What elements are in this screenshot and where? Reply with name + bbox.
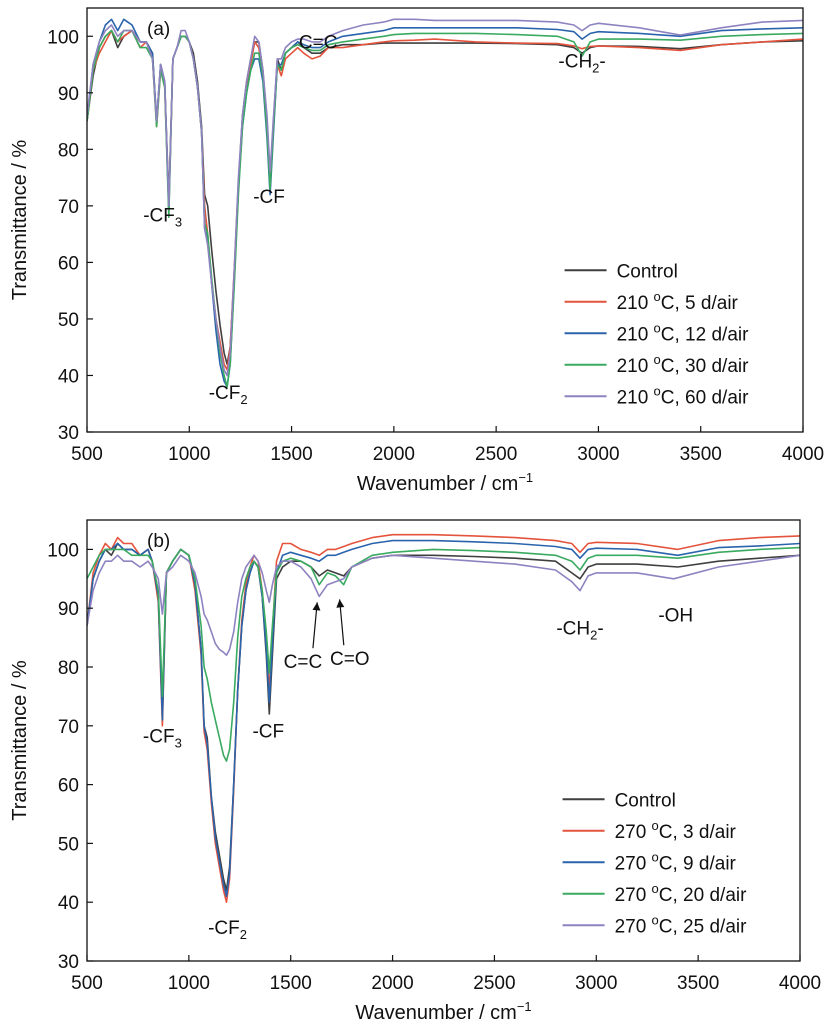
x-tick-label: 3500 [680,444,722,465]
y-tick-label: 30 [58,952,79,973]
peak-annotation: C=O [330,649,370,670]
peak-annotation: -OH [658,606,693,627]
x-axis-label: Wavenumber / cm−1 [355,999,531,1024]
series-line-2 [87,29,803,371]
y-tick-label: 60 [58,253,79,274]
peak-annotation: -CF2 [209,383,248,407]
x-tick-label: 1000 [168,444,210,465]
peak-annotation: -CF [252,722,284,743]
series-line-1 [87,29,803,365]
x-tick-label: 1500 [270,973,312,994]
legend-entry: 270 oC, 9 d/air [615,849,737,874]
y-axis-label: Transmittance / % [9,660,31,821]
x-tick-label: 3000 [575,973,617,994]
x-tick-label: 500 [71,973,103,994]
series-line-5 [87,554,800,656]
arrowhead [336,599,345,608]
y-tick-label: 30 [58,423,79,444]
legend-entry: 210 oC, 12 d/air [617,320,750,345]
peak-annotation: -CF2 [208,918,247,942]
peak-annotation: -CF3 [143,726,182,750]
y-axis-label: Transmittance / % [9,140,31,301]
y-tick-label: 100 [47,540,79,561]
legend-entry: Control [615,790,676,811]
peak-annotation: -CF3 [143,206,182,230]
peak-annotation: C=C [284,652,323,673]
series-line-3 [87,539,800,898]
y-tick-label: 80 [58,140,79,161]
panel-a: 500 1000 1500 2000 2500 3000 3500 4000 30 40 50 60 7… [9,7,824,495]
y-tick-label: 100 [47,27,79,48]
peak-annotation: C=C [299,33,338,54]
x-tick-label: 500 [71,444,103,465]
plot-frame [86,519,801,962]
y-tick-label: 70 [58,717,79,738]
y-tick-label: 90 [58,599,79,620]
series-line-2 [87,533,800,903]
y-tick-label: 70 [58,197,79,218]
peak-annotation: -CH2- [558,51,605,75]
legend-entry: 270 oC, 3 d/air [615,818,737,843]
y-tick-label: 60 [58,776,79,797]
legend-entry: 210 oC, 30 d/air [617,352,750,377]
peak-annotation: -CH2- [556,619,603,643]
x-tick-label: 1000 [168,973,210,994]
y-tick-label: 90 [58,84,79,105]
panel-label: (b) [147,531,170,552]
x-tick-label: 4000 [782,444,824,465]
x-tick-label: 1500 [270,444,312,465]
x-tick-label: 2500 [473,973,515,994]
y-tick-label: 80 [58,658,79,679]
y-tick-label: 40 [58,366,79,387]
x-tick-label: 2500 [475,444,517,465]
legend-entry: 210 oC, 60 d/air [617,383,750,408]
x-tick-label: 3500 [677,973,719,994]
y-tick-label: 50 [58,834,79,855]
legend-entry: Control [617,261,678,282]
arrowhead [312,602,321,611]
x-tick-label: 4000 [779,973,821,994]
series-line-5 [87,18,803,377]
peak-annotation: -CF [253,187,285,208]
legend-entry: 270 oC, 25 d/air [615,912,748,937]
legend-entry: 210 oC, 5 d/air [617,289,739,314]
x-axis-label: Wavenumber / cm−1 [357,470,533,495]
y-tick-label: 50 [58,310,79,331]
x-tick-label: 2000 [371,973,413,994]
panel-label: (a) [147,19,170,40]
plot-frame [86,7,804,433]
panel-b: 500 1000 1500 2000 2500 3000 3500 4000 30 40 50 60 7… [9,519,821,1024]
x-tick-label: 2000 [373,444,415,465]
legend-entry: 270 oC, 20 d/air [615,881,748,906]
y-tick-label: 40 [58,893,79,914]
x-tick-label: 3000 [577,444,619,465]
